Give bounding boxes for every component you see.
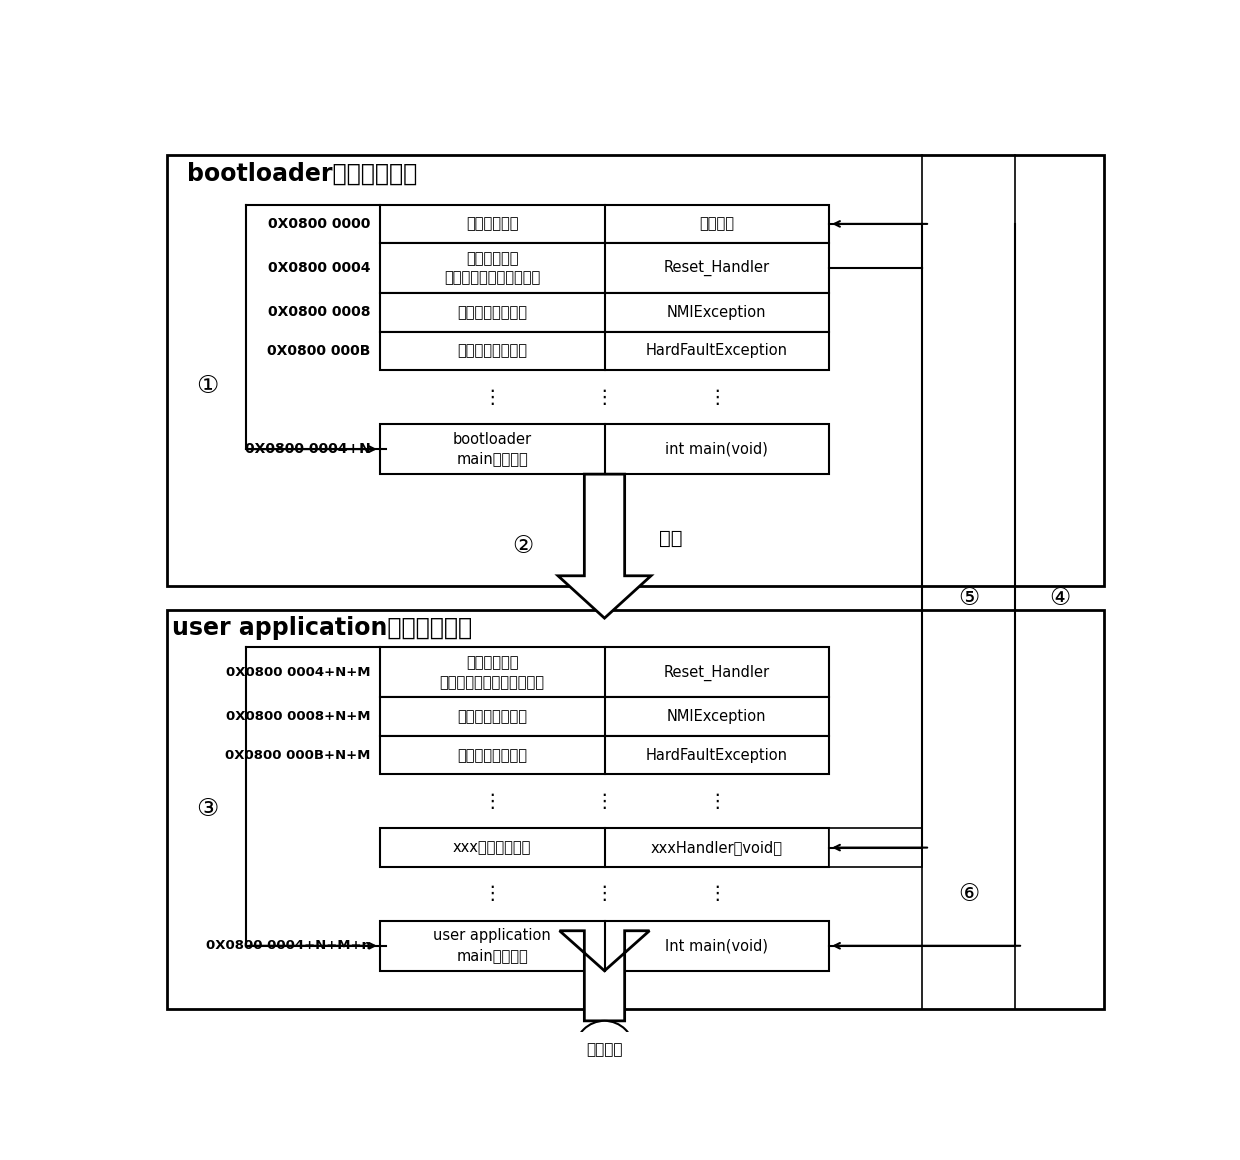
Text: Reset_Handler: Reset_Handler <box>663 260 770 276</box>
Text: 0X0800 0004: 0X0800 0004 <box>268 261 371 275</box>
Text: ⋮: ⋮ <box>482 792 502 811</box>
Text: ⋮: ⋮ <box>482 387 502 407</box>
Text: ⑥: ⑥ <box>959 882 980 906</box>
Bar <box>379 647 830 697</box>
Text: ①: ① <box>196 374 219 398</box>
Text: 非可屏蔽中断向量: 非可屏蔽中断向量 <box>458 305 527 320</box>
Circle shape <box>575 1021 634 1079</box>
Bar <box>379 735 830 775</box>
Text: 0X0800 000B: 0X0800 000B <box>267 345 371 358</box>
Text: ⋮: ⋮ <box>595 792 614 811</box>
Text: 0X0800 0000: 0X0800 0000 <box>268 217 371 231</box>
Bar <box>379 828 830 867</box>
Bar <box>379 204 830 244</box>
Text: 非可屏蔽中断向量: 非可屏蔽中断向量 <box>458 709 527 724</box>
Text: 0X0800 0004+N: 0X0800 0004+N <box>244 442 371 456</box>
Text: 硬件错误中断向量: 硬件错误中断向量 <box>458 748 527 763</box>
Text: ⋮: ⋮ <box>707 884 727 904</box>
Text: 0X0800 0004+N+M+n: 0X0800 0004+N+M+n <box>206 940 371 952</box>
Text: 复位中断向量
（中断向量表起始地址）: 复位中断向量 （中断向量表起始地址） <box>444 251 541 285</box>
Bar <box>379 697 830 735</box>
Bar <box>830 828 923 867</box>
Text: ⋮: ⋮ <box>482 884 502 904</box>
Polygon shape <box>559 930 650 1021</box>
Text: NMIException: NMIException <box>667 709 766 724</box>
Bar <box>379 425 830 474</box>
Text: 0X0800 0004+N+M: 0X0800 0004+N+M <box>226 666 371 679</box>
Bar <box>379 921 830 971</box>
Text: ②: ② <box>512 534 533 558</box>
Text: 硬件错误中断向量: 硬件错误中断向量 <box>458 343 527 358</box>
Text: xxxHandler（void）: xxxHandler（void） <box>651 840 782 855</box>
Text: bootloader程序地址空间: bootloader程序地址空间 <box>187 162 418 186</box>
Bar <box>166 610 1105 1009</box>
Text: int main(void): int main(void) <box>666 442 769 457</box>
Text: ⋮: ⋮ <box>595 884 614 904</box>
Text: Reset_Handler: Reset_Handler <box>663 665 770 681</box>
Text: user application程序地址空间: user application程序地址空间 <box>171 616 471 640</box>
Text: HardFaultException: HardFaultException <box>646 343 787 358</box>
Text: ⋮: ⋮ <box>595 387 614 407</box>
Text: xxx中断程序入口: xxx中断程序入口 <box>453 840 531 855</box>
Text: 中断请求: 中断请求 <box>587 1043 622 1058</box>
Text: ③: ③ <box>196 797 219 821</box>
Text: 0X0800 0008+N+M: 0X0800 0008+N+M <box>226 710 371 723</box>
Text: 栈顶地址: 栈顶地址 <box>699 217 734 231</box>
Text: 复位中断向量
（新中断向量表起始地址）: 复位中断向量 （新中断向量表起始地址） <box>440 655 544 690</box>
Text: 闪存物理地址: 闪存物理地址 <box>466 217 518 231</box>
Text: 0X0800 000B+N+M: 0X0800 000B+N+M <box>226 748 371 762</box>
Text: Int main(void): Int main(void) <box>666 938 769 954</box>
Text: 跳转: 跳转 <box>658 529 682 548</box>
Text: ④: ④ <box>1049 586 1070 610</box>
Text: bootloader
main函数入口: bootloader main函数入口 <box>453 432 532 466</box>
Text: 0X0800 0008: 0X0800 0008 <box>268 305 371 319</box>
Polygon shape <box>558 474 651 618</box>
Text: ⋮: ⋮ <box>707 792 727 811</box>
Text: NMIException: NMIException <box>667 305 766 320</box>
Text: user application
main函数入口: user application main函数入口 <box>433 928 551 963</box>
Text: HardFaultException: HardFaultException <box>646 748 787 763</box>
Bar <box>379 332 830 370</box>
Text: ⑤: ⑤ <box>959 586 980 610</box>
Bar <box>166 154 1105 586</box>
Bar <box>379 293 830 332</box>
Text: ⋮: ⋮ <box>707 387 727 407</box>
Bar <box>379 244 830 293</box>
